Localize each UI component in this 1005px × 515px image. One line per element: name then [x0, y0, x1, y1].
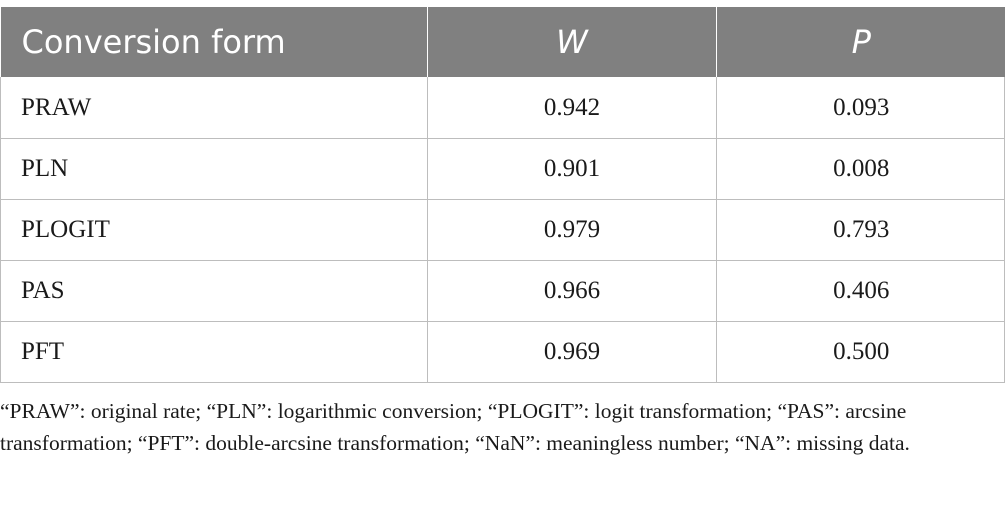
cell-conversion-form: PRAW	[0, 77, 428, 139]
conversion-table: Conversion form W P PRAW 0.942 0.093 PLN…	[0, 7, 1005, 383]
header-conversion-form: Conversion form	[0, 7, 428, 77]
table-row: PLOGIT 0.979 0.793	[0, 199, 1005, 261]
data-table-container: Conversion form W P PRAW 0.942 0.093 PLN…	[0, 7, 1005, 383]
cell-w: 0.969	[427, 321, 717, 383]
cell-p: 0.500	[716, 321, 1005, 383]
cell-p: 0.093	[716, 77, 1005, 139]
cell-w: 0.901	[427, 138, 717, 200]
cell-conversion-form: PLOGIT	[0, 199, 428, 261]
table-row: PRAW 0.942 0.093	[0, 77, 1005, 139]
header-p: P	[716, 7, 1005, 77]
cell-p: 0.793	[716, 199, 1005, 261]
cell-w: 0.942	[427, 77, 717, 139]
cell-w: 0.966	[427, 260, 717, 322]
table-row: PLN 0.901 0.008	[0, 138, 1005, 200]
header-w: W	[427, 7, 717, 77]
cell-conversion-form: PFT	[0, 321, 428, 383]
cell-p: 0.008	[716, 138, 1005, 200]
cell-p: 0.406	[716, 260, 1005, 322]
cell-conversion-form: PLN	[0, 138, 428, 200]
cell-conversion-form: PAS	[0, 260, 428, 322]
table-header-row: Conversion form W P	[0, 7, 1005, 77]
cell-w: 0.979	[427, 199, 717, 261]
table-row: PAS 0.966 0.406	[0, 260, 1005, 322]
table-footnote: “PRAW”: original rate; “PLN”: logarithmi…	[0, 399, 910, 455]
table-left-border	[0, 77, 1, 383]
table-row: PFT 0.969 0.500	[0, 321, 1005, 383]
